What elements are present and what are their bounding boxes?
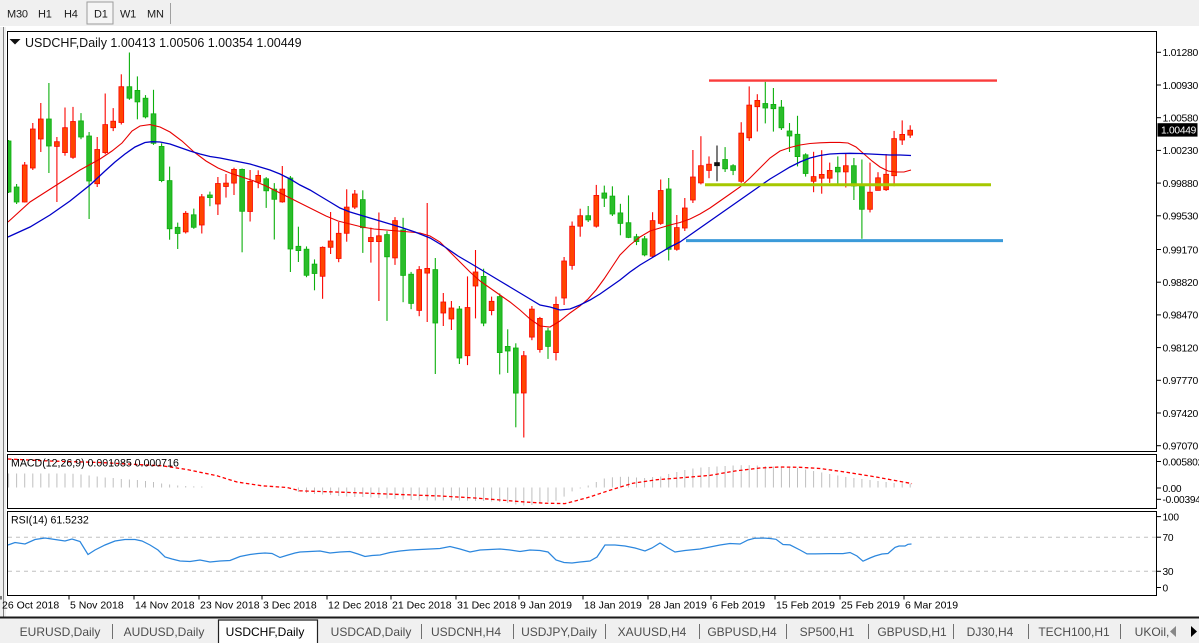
svg-text:0.98120: 0.98120 (1163, 343, 1199, 354)
svg-text:0.97770: 0.97770 (1163, 376, 1199, 387)
svg-text:5 Nov 2018: 5 Nov 2018 (70, 600, 124, 612)
svg-text:0.99530: 0.99530 (1163, 212, 1199, 223)
svg-text:-0.003945: -0.003945 (1163, 495, 1199, 506)
svg-text:0.98470: 0.98470 (1163, 311, 1199, 322)
svg-text:USDCAD,Daily: USDCAD,Daily (331, 625, 412, 639)
svg-text:1.00230: 1.00230 (1163, 146, 1199, 157)
svg-text:GBPUSD,H4: GBPUSD,H4 (707, 625, 777, 639)
svg-text:XAUUSD,H4: XAUUSD,H4 (618, 625, 687, 639)
svg-text:SP500,H1: SP500,H1 (800, 625, 855, 639)
svg-text:12 Dec 2018: 12 Dec 2018 (328, 600, 388, 612)
svg-text:1.00930: 1.00930 (1163, 81, 1199, 92)
svg-text:D1: D1 (94, 8, 108, 20)
svg-text:9 Jan 2019: 9 Jan 2019 (520, 600, 572, 612)
svg-text:MACD(12,26,9) 0.001085 0.00071: MACD(12,26,9) 0.001085 0.000716 (11, 458, 179, 470)
svg-text:3 Dec 2018: 3 Dec 2018 (263, 600, 317, 612)
svg-text:100: 100 (1163, 512, 1180, 523)
svg-text:0.99170: 0.99170 (1163, 245, 1199, 256)
svg-text:1.00580: 1.00580 (1163, 114, 1199, 125)
svg-text:H4: H4 (64, 8, 78, 20)
svg-text:1.01280: 1.01280 (1163, 48, 1199, 59)
svg-text:0.005802: 0.005802 (1163, 457, 1199, 468)
svg-text:70: 70 (1163, 533, 1174, 544)
svg-text:MN: MN (147, 8, 164, 20)
svg-text:M30: M30 (7, 8, 28, 20)
svg-text:28 Jan 2019: 28 Jan 2019 (649, 600, 707, 612)
svg-text:23 Nov 2018: 23 Nov 2018 (200, 600, 260, 612)
svg-text:26 Oct 2018: 26 Oct 2018 (2, 600, 59, 612)
svg-text:6 Mar 2019: 6 Mar 2019 (905, 600, 958, 612)
svg-text:18 Jan 2019: 18 Jan 2019 (584, 600, 642, 612)
svg-text:H1: H1 (38, 8, 52, 20)
svg-text:6 Feb 2019: 6 Feb 2019 (712, 600, 765, 612)
svg-text:0.98820: 0.98820 (1163, 278, 1199, 289)
svg-text:15 Feb 2019: 15 Feb 2019 (776, 600, 835, 612)
svg-text:25 Feb 2019: 25 Feb 2019 (841, 600, 900, 612)
svg-text:0.97420: 0.97420 (1163, 409, 1199, 420)
svg-text:0.97070: 0.97070 (1163, 442, 1199, 453)
svg-text:GBPUSD,H1: GBPUSD,H1 (877, 625, 947, 639)
svg-text:21 Dec 2018: 21 Dec 2018 (392, 600, 452, 612)
svg-text:USDCHF,Daily 1.00413 1.00506: USDCHF,Daily 1.00413 1.00506 1.00354 1.0… (25, 36, 302, 50)
svg-text:TECH100,H1: TECH100,H1 (1038, 625, 1110, 639)
svg-text:USDJPY,Daily: USDJPY,Daily (521, 625, 597, 639)
svg-text:14 Nov 2018: 14 Nov 2018 (135, 600, 195, 612)
svg-text:DJ30,H4: DJ30,H4 (967, 625, 1014, 639)
svg-text:W1: W1 (120, 8, 136, 20)
svg-text:EURUSD,Daily: EURUSD,Daily (20, 625, 101, 639)
svg-text:USDCHF,Daily: USDCHF,Daily (226, 625, 305, 639)
svg-text:0.00: 0.00 (1163, 484, 1182, 495)
svg-text:0.99880: 0.99880 (1163, 179, 1199, 190)
svg-text:AUDUSD,Daily: AUDUSD,Daily (124, 625, 205, 639)
svg-text:31 Dec 2018: 31 Dec 2018 (457, 600, 517, 612)
svg-text:1.00449: 1.00449 (1161, 125, 1197, 136)
svg-text:RSI(14) 61.5232: RSI(14) 61.5232 (11, 515, 89, 527)
svg-text:30: 30 (1163, 567, 1174, 578)
svg-text:UKOil,: UKOil, (1135, 625, 1170, 639)
svg-text:0: 0 (1163, 583, 1169, 594)
svg-text:USDCNH,H4: USDCNH,H4 (431, 625, 501, 639)
